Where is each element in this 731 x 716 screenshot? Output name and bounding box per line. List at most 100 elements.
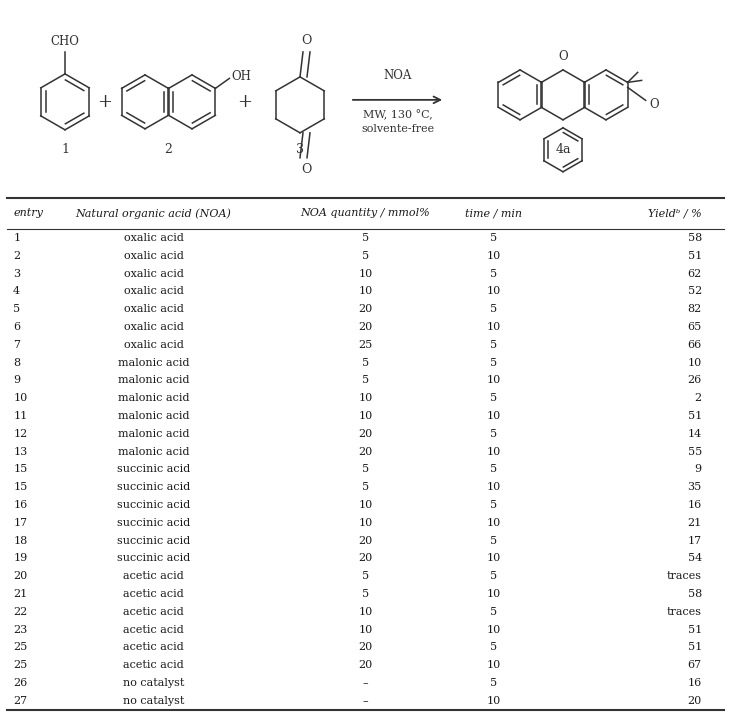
Text: oxalic acid: oxalic acid (124, 340, 183, 350)
Text: malonic acid: malonic acid (118, 411, 189, 421)
Text: 5: 5 (362, 375, 369, 385)
Text: 10: 10 (358, 393, 373, 403)
Text: malonic acid: malonic acid (118, 447, 189, 457)
Text: 25: 25 (13, 660, 27, 670)
Text: 5: 5 (490, 304, 497, 314)
Text: 5: 5 (490, 536, 497, 546)
Text: 51: 51 (688, 642, 702, 652)
Text: time / min: time / min (465, 208, 522, 218)
Text: 18: 18 (13, 536, 27, 546)
Text: 10: 10 (358, 411, 373, 421)
Text: 10: 10 (486, 483, 501, 492)
Text: CHO: CHO (50, 35, 80, 48)
Text: acetic acid: acetic acid (123, 624, 184, 634)
Text: 10: 10 (486, 251, 501, 261)
Text: entry: entry (13, 208, 43, 218)
Text: oxalic acid: oxalic acid (124, 233, 183, 243)
Text: 10: 10 (13, 393, 27, 403)
Text: 54: 54 (688, 553, 702, 563)
Text: 51: 51 (688, 251, 702, 261)
Text: 5: 5 (490, 429, 497, 439)
Text: acetic acid: acetic acid (123, 607, 184, 616)
Text: succinic acid: succinic acid (117, 536, 190, 546)
Text: 7: 7 (13, 340, 20, 350)
Text: 10: 10 (358, 624, 373, 634)
Text: 51: 51 (688, 624, 702, 634)
Text: 25: 25 (358, 340, 373, 350)
Text: 5: 5 (490, 465, 497, 475)
Text: malonic acid: malonic acid (118, 358, 189, 368)
Text: 4a: 4a (556, 143, 571, 156)
Text: 58: 58 (688, 233, 702, 243)
Text: acetic acid: acetic acid (123, 571, 184, 581)
Text: traces: traces (667, 607, 702, 616)
Text: 10: 10 (486, 624, 501, 634)
Text: 58: 58 (688, 589, 702, 599)
Text: 35: 35 (688, 483, 702, 492)
Text: 5: 5 (490, 268, 497, 279)
Text: 5: 5 (490, 500, 497, 510)
Text: 20: 20 (358, 304, 373, 314)
Text: succinic acid: succinic acid (117, 553, 190, 563)
Text: 20: 20 (688, 696, 702, 706)
Text: 5: 5 (490, 642, 497, 652)
Text: 10: 10 (358, 268, 373, 279)
Text: 10: 10 (358, 518, 373, 528)
Text: 5: 5 (362, 251, 369, 261)
Text: 21: 21 (13, 589, 27, 599)
Text: 82: 82 (688, 304, 702, 314)
Text: –: – (363, 696, 368, 706)
Text: 3: 3 (13, 268, 20, 279)
Text: 55: 55 (688, 447, 702, 457)
Text: Yieldᵇ / %: Yieldᵇ / % (648, 208, 702, 218)
Text: 9: 9 (694, 465, 702, 475)
Text: 25: 25 (13, 642, 27, 652)
Text: 5: 5 (362, 483, 369, 492)
Text: oxalic acid: oxalic acid (124, 322, 183, 332)
Text: 51: 51 (688, 411, 702, 421)
Text: 2: 2 (694, 393, 702, 403)
Text: 10: 10 (486, 447, 501, 457)
Text: traces: traces (667, 571, 702, 581)
Text: NOA quantity / mmol%: NOA quantity / mmol% (300, 208, 431, 218)
Text: 10: 10 (358, 500, 373, 510)
Text: 19: 19 (13, 553, 27, 563)
Text: no catalyst: no catalyst (123, 696, 184, 706)
Text: malonic acid: malonic acid (118, 393, 189, 403)
Text: 10: 10 (486, 589, 501, 599)
Text: OH: OH (232, 70, 251, 83)
Text: malonic acid: malonic acid (118, 375, 189, 385)
Text: 5: 5 (490, 678, 497, 688)
Text: 2: 2 (13, 251, 20, 261)
Text: 9: 9 (13, 375, 20, 385)
Text: 6: 6 (13, 322, 20, 332)
Text: 10: 10 (358, 607, 373, 616)
Text: MW, 130 °C,: MW, 130 °C, (363, 110, 432, 120)
Text: 5: 5 (490, 571, 497, 581)
Text: 17: 17 (13, 518, 27, 528)
Text: succinic acid: succinic acid (117, 465, 190, 475)
Text: O: O (558, 50, 568, 63)
Text: 15: 15 (13, 465, 27, 475)
Text: 5: 5 (490, 358, 497, 368)
Text: 5: 5 (362, 233, 369, 243)
Text: 1: 1 (13, 233, 20, 243)
Text: 1: 1 (61, 143, 69, 156)
Text: 16: 16 (688, 678, 702, 688)
Text: +: + (97, 93, 113, 111)
Text: 5: 5 (13, 304, 20, 314)
Text: solvente-free: solvente-free (361, 124, 434, 134)
Text: 26: 26 (13, 678, 27, 688)
Text: 5: 5 (490, 393, 497, 403)
Text: 10: 10 (486, 518, 501, 528)
Text: 52: 52 (688, 286, 702, 296)
Text: succinic acid: succinic acid (117, 500, 190, 510)
Text: 10: 10 (486, 553, 501, 563)
Text: 20: 20 (358, 429, 373, 439)
Text: 20: 20 (13, 571, 27, 581)
Text: acetic acid: acetic acid (123, 660, 184, 670)
Text: 10: 10 (688, 358, 702, 368)
Text: 20: 20 (358, 642, 373, 652)
Text: 20: 20 (358, 322, 373, 332)
Text: oxalic acid: oxalic acid (124, 304, 183, 314)
